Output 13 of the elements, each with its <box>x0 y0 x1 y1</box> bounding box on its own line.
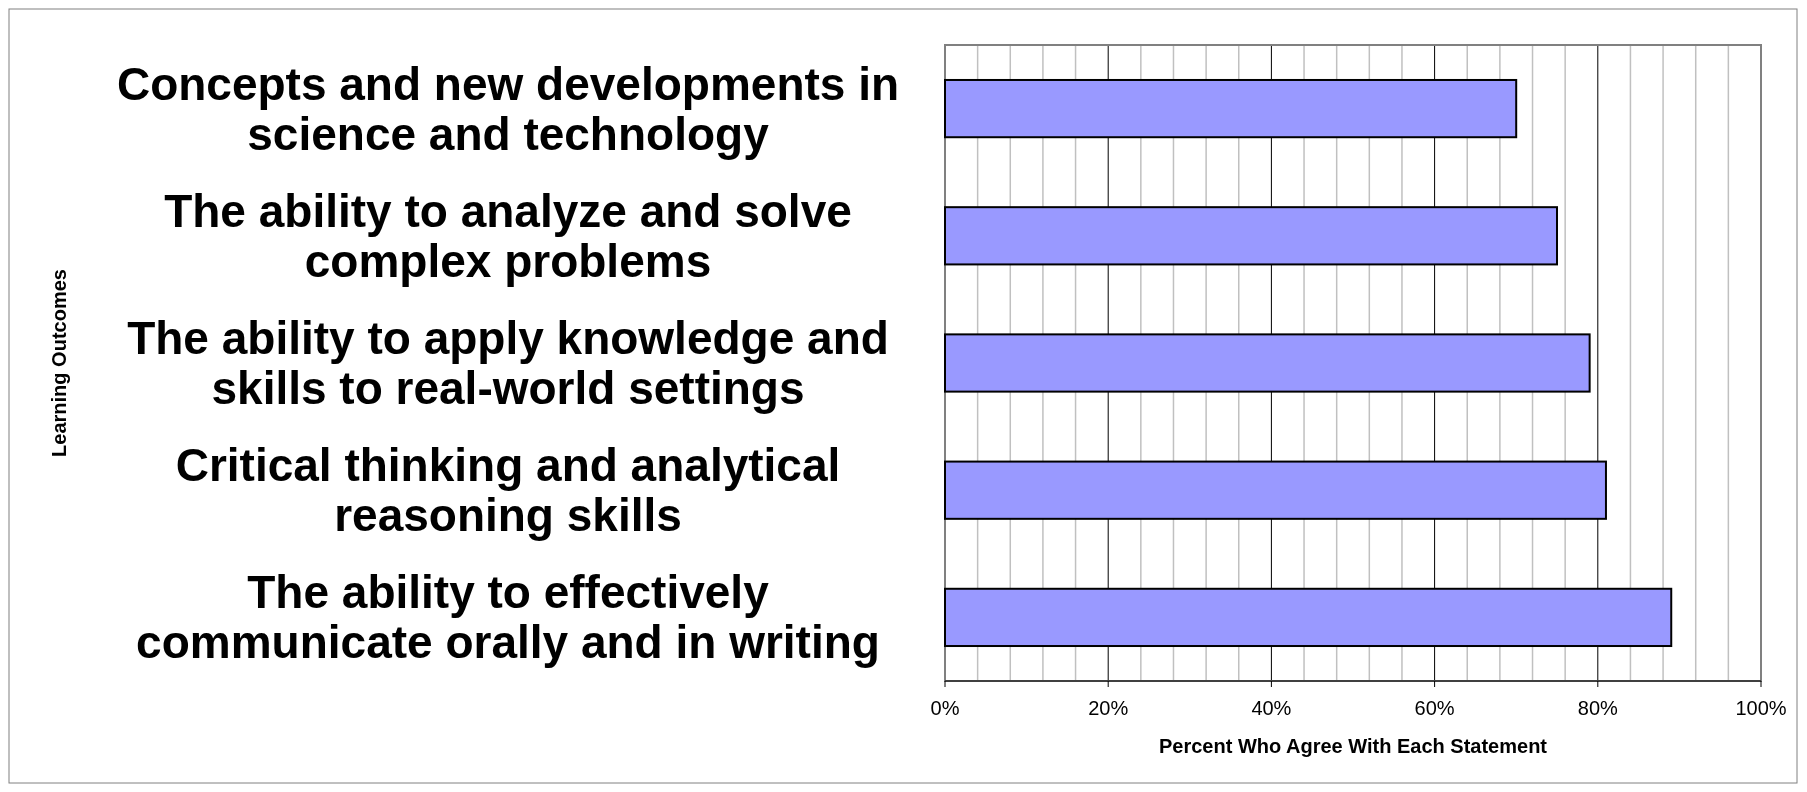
x-tick-label: 60% <box>1414 697 1455 719</box>
y-tick-label: The ability to apply knowledge and skills to real-world settings <box>127 312 889 414</box>
x-tick-label: 40% <box>1251 697 1292 719</box>
x-tick-label: 100% <box>1735 697 1787 719</box>
y-tick-label: The ability to effectively communicate orally and in writing <box>136 566 880 669</box>
y-tick-label: The ability to analyze and solve complex problems <box>164 184 852 287</box>
x-tick-label: 0% <box>930 697 960 719</box>
y-tick-label: Concepts and new developments in science and technology <box>116 57 900 160</box>
x-tick-label: 80% <box>1577 697 1619 719</box>
x-tick-label: 20% <box>1088 697 1129 719</box>
y-axis-title: Learning Outcomes <box>48 269 70 457</box>
x-axis-title: Percent Who Agree With Each Statement <box>1158 735 1548 757</box>
y-tick-label: Critical thinking and analytical reasoning skills <box>175 439 841 542</box>
